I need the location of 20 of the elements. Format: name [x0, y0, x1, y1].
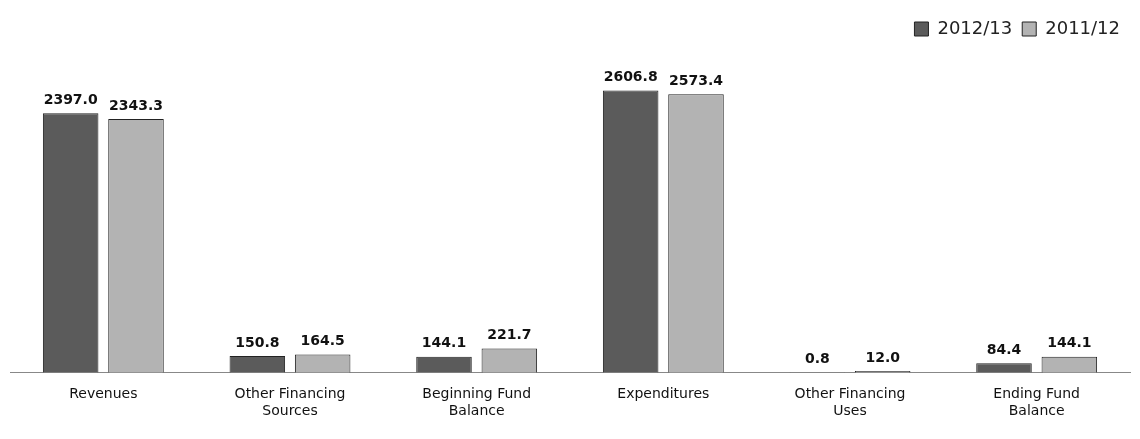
x-tick-label: Beginning Fund Balance	[422, 385, 532, 419]
data-label: 84.4	[986, 340, 1022, 357]
x-tick-label: Expenditures	[617, 385, 710, 402]
x-tick-label: Other Financing Uses	[794, 385, 906, 419]
data-label: 144.1	[421, 334, 467, 351]
data-label: 2397.0	[43, 90, 98, 107]
x-tick-label: Other Financing Sources	[234, 385, 346, 419]
data-label: 150.8	[235, 333, 280, 350]
x-tick-label: Ending Fund Balance	[993, 385, 1080, 419]
data-label: 164.5	[300, 332, 345, 349]
data-label: 2606.8	[603, 68, 658, 85]
data-label: 2573.4	[668, 71, 724, 88]
legend-label: 2011/12	[1045, 16, 1120, 38]
x-tick-label: Revenues	[69, 385, 138, 402]
data-label: 144.1	[1047, 334, 1092, 351]
data-label: 0.8	[804, 349, 830, 366]
legend-label: 2012/13	[937, 16, 1013, 38]
data-label: 12.0	[865, 348, 901, 365]
data-label: 221.7	[487, 326, 532, 343]
data-label: 2343.3	[108, 96, 164, 113]
